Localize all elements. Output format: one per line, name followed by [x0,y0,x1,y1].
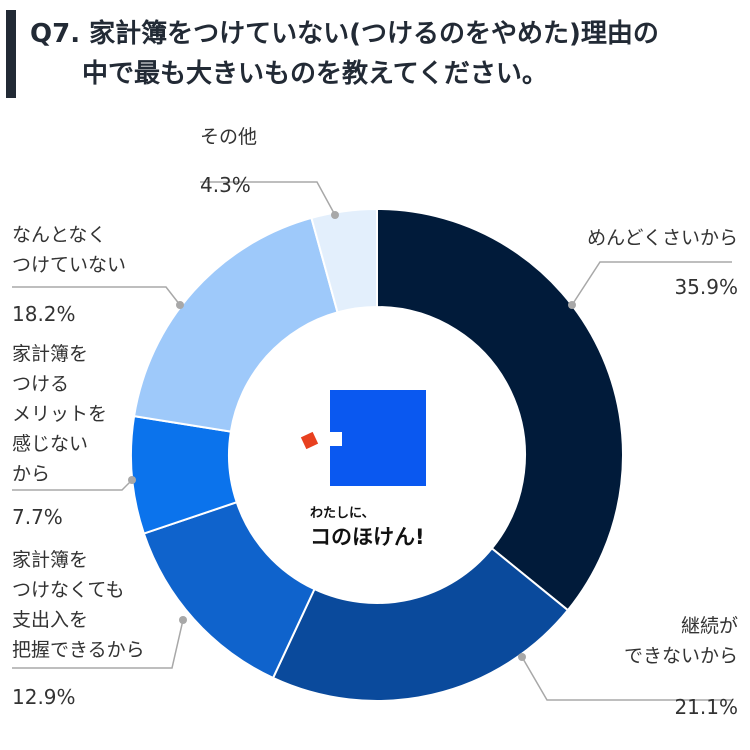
logo-square [330,390,426,486]
value-label-1: 35.9% [674,275,738,299]
leader-line-3 [12,619,184,669]
category-label-4-line-2: つける [12,373,69,395]
category-label-4-line-5: から [12,463,50,485]
category-label-3-line-2: つけなくても [12,579,124,601]
category-label-2-line-1: 継続が [681,615,738,637]
logo-subtext: わたしに、 [310,506,375,521]
leader-dot-5 [176,301,184,309]
leader-line-4 [12,479,133,491]
leader-dot-3 [179,616,187,624]
leader-dot-6 [331,211,339,219]
category-label-5-line-2: つけていない [12,254,126,276]
value-label-2: 21.1% [674,695,738,719]
title-accent-bar [6,10,16,98]
chart-title: Q7. 家計簿をつけていない(つけるのをやめた)理由の 中で最も大きいものを教え… [30,14,740,94]
value-label-6: 4.3% [200,173,251,197]
category-label-6-line-1: その他 [200,126,257,148]
title-line-2: 中で最も大きいものを教えてください。 [82,59,548,89]
category-label-1-line-1: めんどくさいから [587,227,738,249]
title-line-1: Q7. 家計簿をつけていない(つけるのをやめた)理由の [30,19,659,49]
leader-line-5 [12,286,181,306]
value-label-4: 7.7% [12,505,63,529]
leader-line-6 [200,181,336,216]
leader-dot-1 [568,301,576,309]
slice-1 [376,207,624,612]
leader-dot-4 [128,476,136,484]
category-label-4-line-4: 感じない [12,433,88,455]
value-label-3: 12.9% [12,685,76,709]
leader-dot-2 [518,653,526,661]
logo-accent-mark [300,431,319,450]
slice-2 [271,546,570,702]
brand-logo: わたしに、 コのほけん! [300,390,426,549]
category-label-3-line-1: 家計簿を [12,549,88,571]
leader-line-2 [521,656,732,701]
category-label-5-line-1: なんとなく [12,224,106,246]
slice-6 [310,207,378,314]
slice-5 [132,216,339,433]
logo-notch [322,432,342,446]
value-label-5: 18.2% [12,302,76,326]
category-label-2-line-2: できないから [624,645,738,667]
category-label-4-line-1: 家計簿を [12,343,88,365]
category-label-3-line-3: 支出入を [12,609,88,631]
logo-text: コのほけん! [310,525,425,549]
category-label-3-line-4: 把握できるから [12,639,145,661]
category-label-4-line-3: メリットを [12,403,107,425]
leader-line-1 [571,261,732,306]
